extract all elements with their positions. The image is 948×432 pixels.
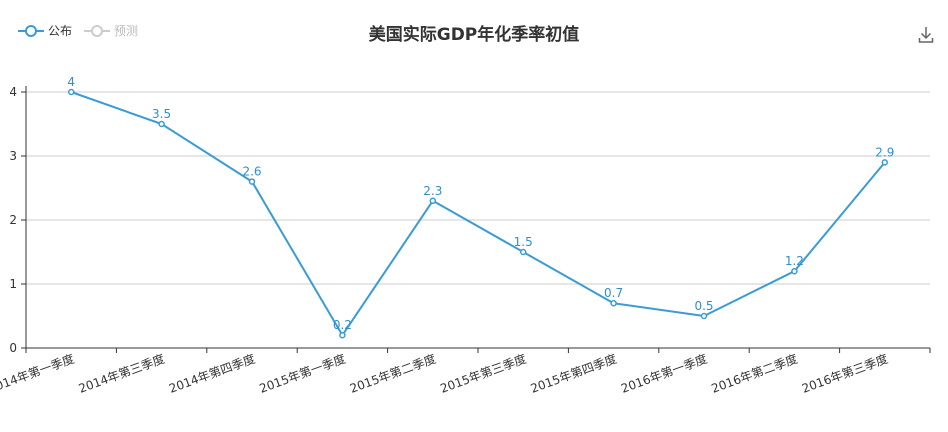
y-tick-label: 1 — [9, 277, 17, 291]
data-point — [519, 248, 527, 256]
x-tick-label: 2014年第四季度 — [167, 351, 257, 396]
x-tick-label: 2014年第三季度 — [76, 351, 166, 396]
legend-item-forecast[interactable]: 预测 — [84, 22, 138, 39]
data-point — [610, 299, 617, 307]
data-point — [881, 159, 889, 166]
data-point — [67, 88, 75, 96]
data-label: 2.9 — [875, 145, 894, 159]
chart-title: 美国实际GDP年化季率初值 — [368, 25, 580, 45]
x-tick-label: 2015年第一季度 — [257, 351, 347, 396]
data-point — [158, 120, 165, 128]
data-label: 1.2 — [785, 254, 804, 268]
y-tick-label: 4 — [9, 85, 17, 99]
x-tick-label: 2016年第一季度 — [619, 351, 709, 396]
data-label: 2.3 — [423, 184, 442, 198]
y-tick-label: 2 — [9, 213, 17, 227]
x-tick-label: 2014年第一季度 — [0, 351, 76, 396]
legend-line-marker-icon — [18, 24, 44, 38]
legend-label: 预测 — [114, 24, 139, 38]
data-point — [248, 178, 256, 185]
x-tick-label: 2016年第三季度 — [800, 351, 890, 396]
legend-label: 公布 — [48, 24, 73, 38]
series-line — [70, 91, 886, 337]
y-tick-label: 0 — [9, 341, 17, 355]
data-label: 1.5 — [514, 235, 533, 249]
x-tick-label: 2015年第四季度 — [528, 351, 618, 396]
data-point — [791, 267, 798, 275]
legend-line-marker-icon — [84, 24, 111, 38]
download-icon[interactable] — [918, 26, 934, 44]
data-label: 0.7 — [604, 286, 623, 300]
data-point — [429, 197, 437, 205]
x-tick-label: 2016年第二季度 — [709, 351, 799, 396]
data-label: 0.2 — [333, 318, 352, 332]
data-label: 2.6 — [242, 165, 261, 179]
data-label: 3.5 — [152, 107, 171, 121]
data-label: 4 — [67, 75, 75, 89]
x-tick-label: 2015年第二季度 — [348, 351, 438, 396]
data-point — [700, 312, 708, 320]
legend-item-published[interactable]: 公布 — [18, 22, 72, 39]
data-label: 0.5 — [694, 299, 713, 313]
x-tick-label: 2015年第三季度 — [438, 351, 528, 396]
legend: 公布 预测 — [18, 22, 150, 39]
data-point — [339, 331, 346, 339]
y-tick-label: 3 — [9, 149, 17, 163]
